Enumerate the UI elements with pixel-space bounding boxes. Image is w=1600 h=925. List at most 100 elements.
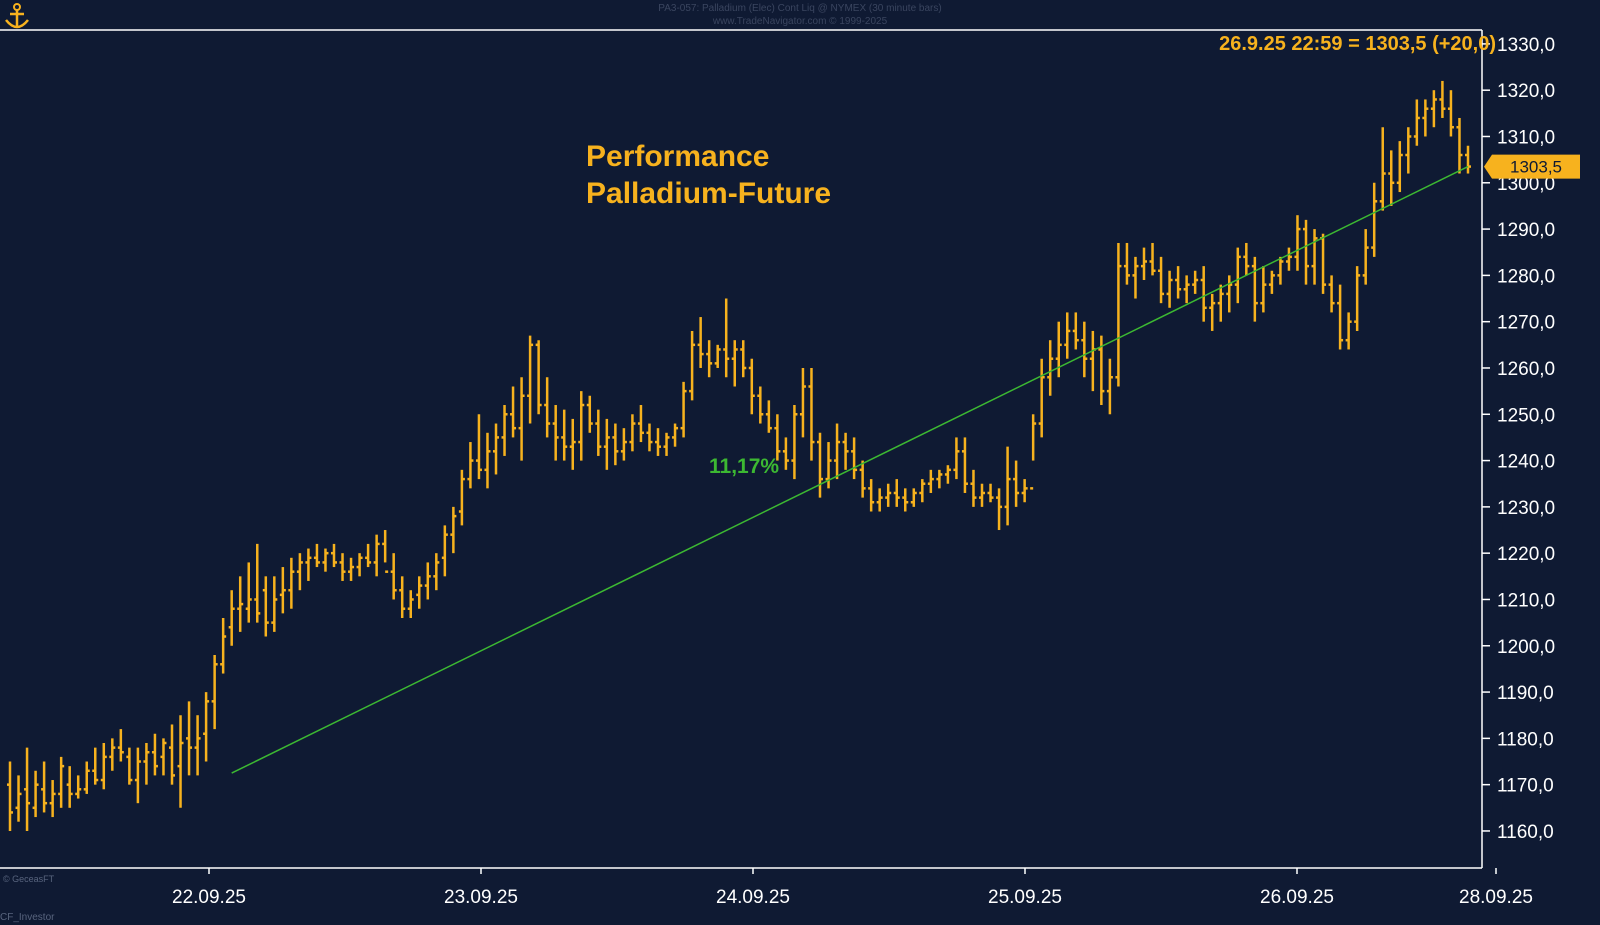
last-price-label: 1303,5 bbox=[1510, 158, 1562, 177]
x-tick-label: 22.09.25 bbox=[172, 887, 246, 908]
price-bar bbox=[578, 391, 585, 461]
price-bar bbox=[1149, 242, 1156, 276]
price-bar bbox=[910, 488, 917, 507]
price-bar bbox=[1141, 247, 1147, 281]
price-bar bbox=[680, 381, 687, 438]
anchor-logo-icon bbox=[5, 3, 29, 29]
price-bar bbox=[842, 432, 849, 470]
price-bar bbox=[15, 775, 22, 822]
price-bar bbox=[629, 414, 636, 452]
price-bar bbox=[637, 405, 644, 443]
x-axis-ticks: 22.09.25 23.09.25 24.09.25 25.09.25 26.09.25… bbox=[172, 868, 1533, 908]
price-bar bbox=[757, 386, 764, 424]
price-bar bbox=[731, 340, 738, 387]
price-bar bbox=[646, 423, 653, 452]
price-bar bbox=[791, 405, 798, 480]
price-bar bbox=[424, 562, 431, 600]
price-bar bbox=[1277, 256, 1284, 285]
price-bar bbox=[936, 469, 943, 489]
y-tick-label: 1220,0 bbox=[1497, 544, 1555, 565]
chart-title: Performance bbox=[586, 140, 769, 173]
price-bar bbox=[66, 766, 73, 808]
price-bar bbox=[407, 590, 414, 618]
price-bar bbox=[211, 655, 218, 730]
price-bar bbox=[288, 557, 295, 609]
price-bar bbox=[1200, 266, 1207, 322]
y-tick-label: 1270,0 bbox=[1497, 313, 1555, 334]
price-bar bbox=[194, 715, 201, 776]
price-bar bbox=[1064, 312, 1071, 359]
price-bar bbox=[493, 423, 499, 475]
price-bar bbox=[851, 437, 858, 480]
price-bar bbox=[296, 553, 303, 591]
price-bar bbox=[399, 576, 406, 618]
price-bar bbox=[961, 437, 968, 493]
price-bar bbox=[1106, 358, 1113, 415]
price-bar bbox=[612, 423, 619, 466]
price-bar bbox=[237, 576, 244, 632]
price-bar bbox=[83, 761, 90, 794]
price-bar bbox=[595, 409, 602, 456]
credit-investor: CF_Investor bbox=[0, 912, 55, 923]
price-bar bbox=[706, 340, 713, 378]
y-tick-label: 1280,0 bbox=[1497, 266, 1555, 287]
last-price-tag: 1303,5 bbox=[1484, 154, 1580, 179]
price-bar bbox=[134, 747, 141, 804]
price-bar bbox=[356, 553, 363, 577]
price-bar bbox=[535, 340, 542, 415]
price-bar bbox=[126, 747, 133, 785]
price-bar bbox=[893, 479, 900, 507]
price-bar bbox=[834, 423, 841, 480]
price-bar bbox=[382, 530, 389, 573]
price-bar bbox=[1183, 275, 1190, 304]
price-bar bbox=[527, 335, 534, 424]
price-bar bbox=[1345, 312, 1352, 350]
price-bar bbox=[970, 469, 977, 507]
price-bar bbox=[723, 298, 730, 378]
price-bar bbox=[331, 543, 337, 568]
price-bar bbox=[1311, 229, 1318, 285]
price-bar bbox=[7, 761, 13, 831]
price-bar bbox=[808, 367, 815, 461]
price-bar bbox=[1413, 99, 1420, 146]
y-tick-label: 1180,0 bbox=[1497, 729, 1554, 750]
price-bar bbox=[586, 395, 593, 433]
price-bar bbox=[817, 432, 823, 498]
price-bar bbox=[902, 488, 909, 512]
price-bar bbox=[1285, 247, 1292, 271]
y-tick-label: 1250,0 bbox=[1497, 405, 1555, 426]
price-bar bbox=[1004, 446, 1011, 526]
price-bar bbox=[1081, 321, 1088, 378]
price-bar bbox=[979, 483, 985, 507]
price-bar bbox=[996, 488, 1003, 531]
price-bar bbox=[271, 576, 278, 632]
price-bar bbox=[689, 330, 696, 401]
price-bar bbox=[1158, 256, 1165, 304]
price-bar bbox=[518, 377, 525, 461]
chart-subtitle: Palladium-Future bbox=[586, 177, 831, 210]
price-bar bbox=[1294, 215, 1301, 271]
price-bar bbox=[510, 386, 517, 438]
price-bar bbox=[160, 738, 167, 776]
price-bar bbox=[1439, 80, 1446, 118]
price-bar bbox=[748, 358, 755, 415]
last-bar-info: 26.9.25 22:59 = 1303,5 (+20,0) bbox=[1219, 33, 1496, 55]
price-bar bbox=[169, 724, 175, 785]
price-bar bbox=[655, 428, 661, 456]
price-bar bbox=[1192, 270, 1199, 294]
price-bar bbox=[1328, 275, 1335, 313]
price-bar bbox=[220, 617, 227, 674]
price-bar bbox=[305, 548, 312, 581]
price-bar bbox=[58, 756, 65, 808]
price-bar bbox=[1354, 266, 1361, 331]
y-tick-label: 1230,0 bbox=[1497, 498, 1555, 519]
y-tick-label: 1200,0 bbox=[1497, 637, 1555, 658]
price-bar bbox=[1251, 256, 1258, 322]
price-bar bbox=[203, 692, 210, 762]
price-bar bbox=[1260, 266, 1267, 313]
price-bar bbox=[714, 344, 721, 368]
price-bar bbox=[1123, 242, 1130, 285]
price-bar bbox=[1268, 270, 1275, 294]
y-tick-label: 1170,0 bbox=[1497, 776, 1554, 797]
